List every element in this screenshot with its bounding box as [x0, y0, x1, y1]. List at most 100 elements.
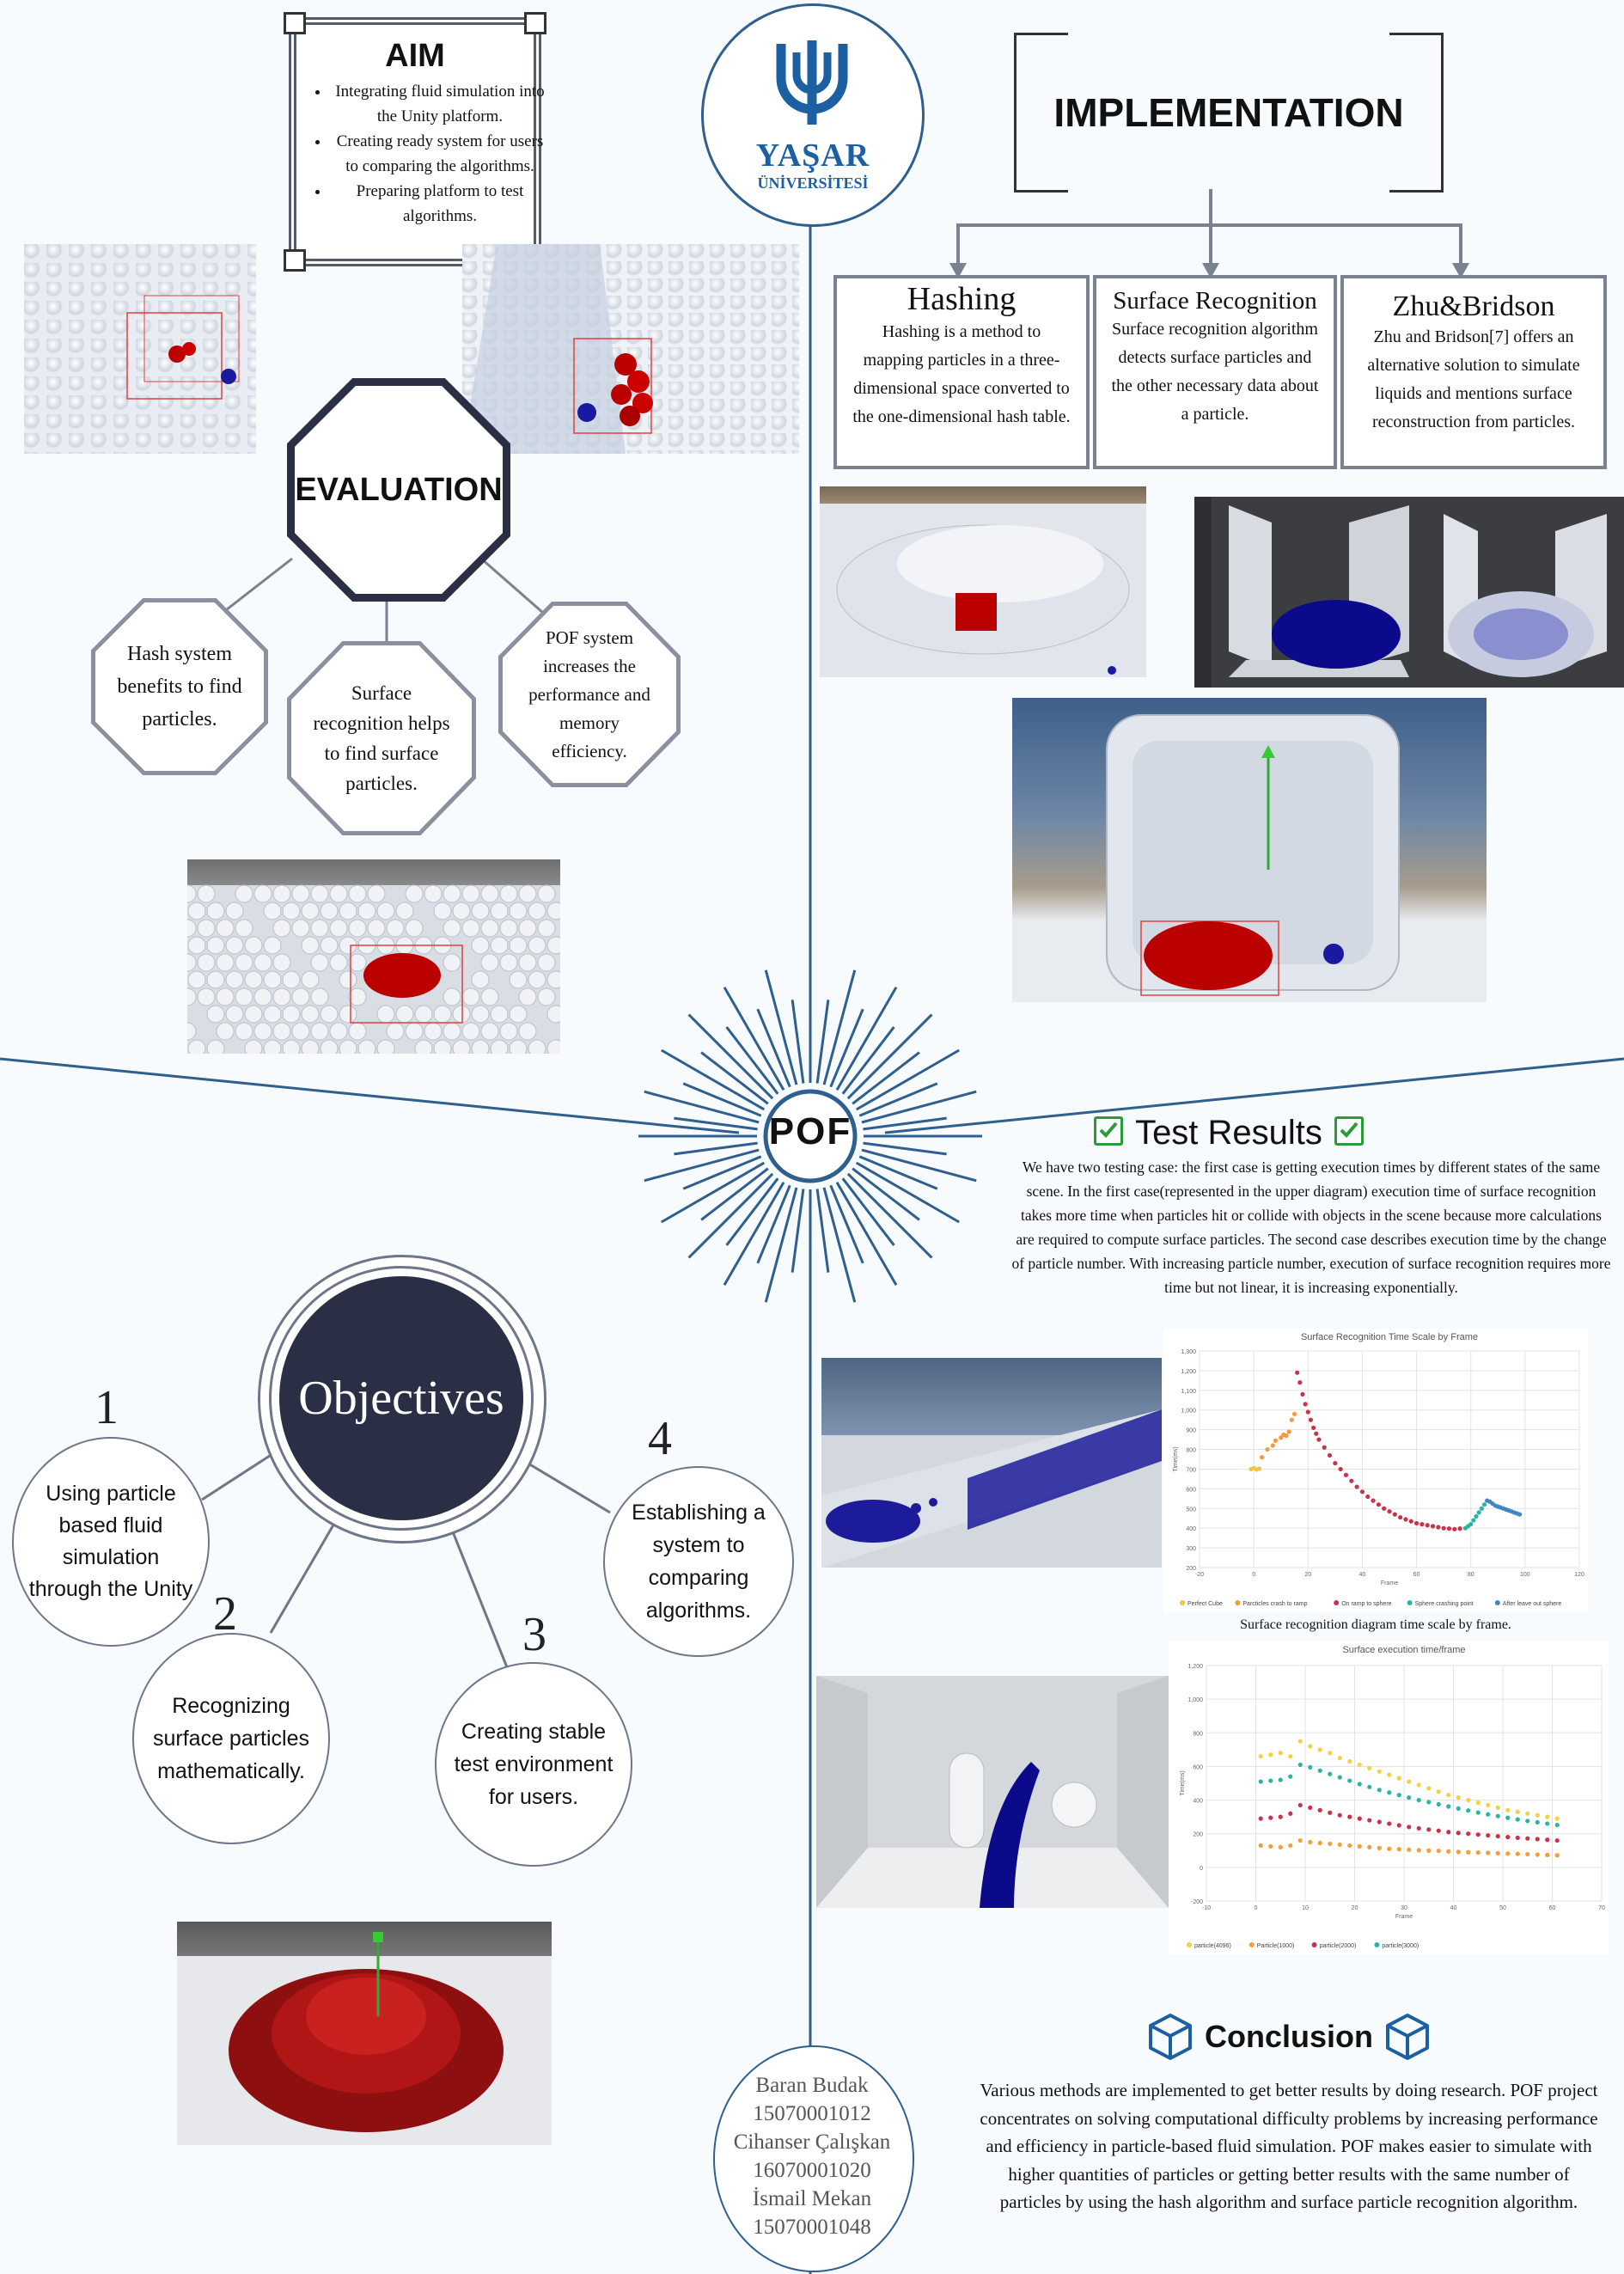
- legend-label: Parcticles crash to ramp: [1242, 1601, 1307, 1607]
- data-point: [1426, 1800, 1432, 1805]
- legend-label: particle(4096): [1194, 1943, 1231, 1949]
- data-point: [1446, 1849, 1451, 1854]
- legend-label: Particle(1000): [1257, 1943, 1295, 1949]
- aim-list: Integrating fluid simulation into the Un…: [306, 79, 550, 229]
- data-point: [1475, 1832, 1481, 1837]
- data-point: [1279, 1435, 1284, 1440]
- chart-2-svg: Surface execution time/frame-20002004006…: [1180, 1645, 1605, 1949]
- data-point: [1300, 1391, 1305, 1397]
- data-point: [1407, 1847, 1412, 1852]
- authors-list: Baran Budak 15070001012 Cihanser Çalışka…: [687, 2071, 937, 2241]
- data-point: [1486, 1833, 1491, 1838]
- data-point: [1288, 1774, 1293, 1779]
- data-point: [1308, 1839, 1313, 1845]
- data-point: [1407, 1795, 1412, 1800]
- data-point: [1308, 1417, 1314, 1422]
- evaluation-item-surface: Surface recognition helps to find surfac…: [287, 641, 476, 835]
- data-point: [1365, 1494, 1371, 1500]
- data-point: [1446, 1526, 1452, 1531]
- data-point: [1408, 1519, 1413, 1524]
- x-tick-label: 80: [1468, 1572, 1474, 1578]
- data-point: [1436, 1828, 1441, 1833]
- x-tick-label: 120: [1574, 1572, 1584, 1578]
- data-point: [1466, 1808, 1471, 1813]
- red-particles-screenshot: [177, 1922, 552, 2145]
- data-point: [1416, 1848, 1421, 1853]
- data-point: [1475, 1850, 1481, 1855]
- data-point: [1268, 1778, 1273, 1783]
- y-tick-label: 1,100: [1181, 1389, 1196, 1395]
- data-point: [1413, 1520, 1419, 1526]
- data-point: [1314, 1431, 1319, 1436]
- container-screenshot: [1194, 497, 1624, 688]
- author-name: İsmail Mekan: [752, 2187, 872, 2210]
- objectives-hub: Objectives: [258, 1255, 546, 1544]
- data-point: [1446, 1804, 1451, 1809]
- data-point: [1495, 1850, 1500, 1856]
- data-point: [1425, 1523, 1430, 1528]
- implementation-frame: IMPLEMENTATION: [1014, 33, 1444, 193]
- data-point: [1396, 1847, 1401, 1852]
- data-point: [1456, 1831, 1461, 1836]
- data-point: [1474, 1513, 1479, 1519]
- aim-frame: AIM Integrating fluid simulation into th…: [284, 12, 546, 272]
- data-point: [1436, 1525, 1441, 1530]
- aim-item: Creating ready system for users to compa…: [330, 129, 550, 179]
- legend-label: Sphere crashing point: [1415, 1601, 1474, 1607]
- data-point: [1398, 1514, 1403, 1520]
- data-point: [1265, 1446, 1270, 1452]
- y-tick-label: 500: [1186, 1507, 1196, 1513]
- data-point: [1475, 1810, 1481, 1815]
- data-point: [1337, 1756, 1342, 1761]
- logo-name: YAŞAR: [755, 138, 870, 174]
- zhu-box: Zhu&Bridson Zhu and Bridson[7] offers an…: [1340, 275, 1607, 469]
- data-point: [1316, 1437, 1322, 1442]
- data-point: [1328, 1841, 1333, 1847]
- y-axis-label: Time(ms): [1173, 1446, 1179, 1471]
- data-point: [1452, 1526, 1457, 1531]
- y-tick-label: 1,300: [1181, 1349, 1196, 1355]
- data-point: [1357, 1762, 1362, 1768]
- legend-marker: [1407, 1600, 1413, 1605]
- data-point: [1436, 1789, 1441, 1794]
- chart-title: Surface execution time/frame: [1342, 1645, 1465, 1655]
- data-point: [1535, 1819, 1540, 1825]
- data-point: [1416, 1797, 1421, 1803]
- data-point: [1535, 1812, 1540, 1818]
- data-point: [1273, 1438, 1278, 1443]
- data-point: [1367, 1765, 1372, 1770]
- chart-2: Surface execution time/frame -200 0 200 400 6…: [1169, 1641, 1609, 1954]
- data-point: [1359, 1489, 1365, 1495]
- data-point: [1517, 1512, 1523, 1517]
- data-point: [1486, 1802, 1491, 1808]
- data-point: [1268, 1815, 1273, 1820]
- data-point: [1426, 1848, 1432, 1853]
- data-point: [1505, 1815, 1511, 1820]
- objectives-title: Objectives: [298, 1372, 504, 1425]
- legend-marker: [1187, 1942, 1192, 1947]
- legend-marker: [1235, 1600, 1241, 1605]
- data-point: [1278, 1844, 1283, 1849]
- data-point: [1505, 1851, 1511, 1856]
- conclusion-text: Various methods are implemented to get b…: [980, 2080, 1598, 2212]
- legend-marker: [1311, 1942, 1317, 1947]
- x-axis-label: Frame: [1381, 1580, 1398, 1586]
- data-point: [1396, 1776, 1401, 1781]
- data-point: [1387, 1846, 1392, 1851]
- y-tick-label: 0: [1200, 1866, 1203, 1872]
- x-tick-label: 50: [1499, 1905, 1506, 1911]
- data-point: [1328, 1810, 1333, 1815]
- data-point: [1525, 1811, 1530, 1816]
- data-point: [1377, 1788, 1382, 1793]
- legend-label: On ramp to sphere: [1341, 1601, 1391, 1607]
- data-point: [1486, 1850, 1491, 1855]
- hashing-text: Hashing is a method to mapping particles…: [852, 322, 1071, 426]
- data-point: [1297, 1739, 1303, 1744]
- data-point: [1288, 1754, 1293, 1759]
- surface-title: Surface Recognition: [1113, 287, 1317, 315]
- y-tick-label: 600: [1186, 1487, 1196, 1493]
- y-tick-label: 300: [1186, 1546, 1196, 1552]
- data-point: [1407, 1825, 1412, 1830]
- data-point: [1468, 1522, 1474, 1527]
- objective-1-circle: Using particle based fluid simulation th…: [12, 1437, 210, 1647]
